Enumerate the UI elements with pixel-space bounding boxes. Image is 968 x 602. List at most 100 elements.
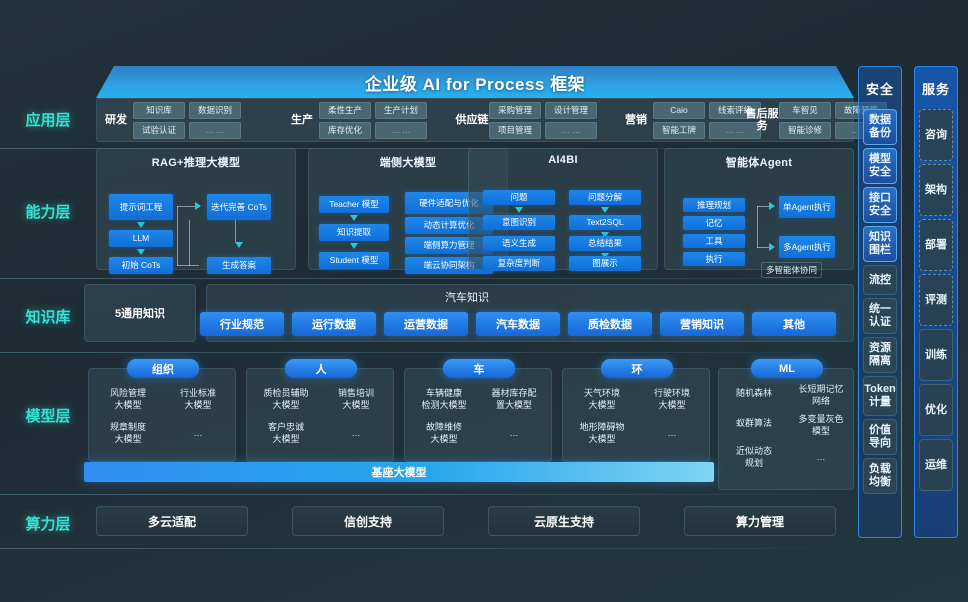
security-item[interactable]: 数据备份 [863,109,897,145]
knowledge-item[interactable]: 行业规范 [200,312,284,336]
security-item[interactable]: 资源隔离 [863,337,897,373]
knowledge-item[interactable]: 运行数据 [292,312,376,336]
app-chip[interactable]: Caio [653,101,705,119]
security-item[interactable]: Token计量 [863,376,897,416]
cap-node[interactable]: 迭代完善 CoTs [207,194,271,220]
cap-node[interactable]: 总结结果 [569,236,641,251]
cap-node[interactable]: LLM [109,230,173,247]
service-item[interactable]: 咨询 [919,109,953,161]
app-chip[interactable]: 数据识别 [189,101,241,119]
security-item[interactable]: 知识围栏 [863,226,897,262]
service-item[interactable]: 部署 [919,219,953,271]
model-cell[interactable]: 多变量灰色 模型 [798,414,844,436]
cap-node[interactable]: Text2SQL [569,215,641,230]
app-chip-more[interactable]: … … [545,121,597,139]
app-chip[interactable]: 库存优化 [319,121,371,139]
model-cell-more[interactable]: … [509,428,519,438]
model-group-tab[interactable]: 车 [443,359,515,378]
cap-node[interactable]: 工具 [683,234,745,248]
cap-node[interactable]: Teacher 模型 [319,196,389,213]
model-cell[interactable]: 器材库存配 置大模型 [491,388,537,410]
app-group-rd[interactable]: 研发 知识库 试验认证 数据识别 … … [97,100,283,140]
model-cell[interactable]: 蚁群算法 [735,418,772,428]
cap-node[interactable]: 知识提取 [319,224,389,241]
model-group-tab[interactable]: 组织 [127,359,199,378]
model-cell-more[interactable]: … [667,428,677,438]
knowledge-item[interactable]: 营销知识 [660,312,744,336]
model-cell[interactable]: 规章制度 大模型 [109,422,146,444]
app-group-supply-chain[interactable]: 供应链 采购管理 项目管理 设计管理 … … [453,100,617,140]
security-item[interactable]: 价值导向 [863,419,897,455]
knowledge-item[interactable]: 运营数据 [384,312,468,336]
model-cell-more[interactable]: … [351,428,361,438]
compute-button-xinchuang[interactable]: 信创支持 [292,506,444,536]
model-cell[interactable]: 天气环境 大模型 [583,388,620,410]
cap-node[interactable]: 执行 [683,252,745,266]
knowledge-generic-box[interactable]: 5通用知识 [84,284,196,342]
service-item[interactable]: 优化 [919,384,953,436]
cap-node[interactable]: 意图识别 [483,215,555,230]
base-model-bar[interactable]: 基座大模型 [84,462,714,482]
cap-node[interactable]: 记忆 [683,216,745,230]
compute-button-cloudnative[interactable]: 云原生支持 [488,506,640,536]
service-item[interactable]: 架构 [919,164,953,216]
model-cell[interactable]: 行驶环境 大模型 [653,388,690,410]
app-chip[interactable]: 设计管理 [545,101,597,119]
service-item[interactable]: 运维 [919,439,953,491]
model-cell[interactable]: 销售培训 大模型 [337,388,374,410]
compute-button-management[interactable]: 算力管理 [684,506,836,536]
app-chip[interactable]: 试验认证 [133,121,185,139]
service-item[interactable]: 评测 [919,274,953,326]
model-cell-more[interactable]: … [193,428,203,438]
app-chip[interactable]: 柔性生产 [319,101,371,119]
cap-node[interactable]: 初始 CoTs [109,257,173,274]
cap-node[interactable]: 单Agent执行 [779,196,835,218]
model-cell[interactable]: 随机森林 [735,388,772,398]
model-cell[interactable]: 客户忠诚 大模型 [267,422,304,444]
app-group-after-sales[interactable]: 售后服务 车智见 智能诊修 故障预算 … … [743,100,887,140]
model-cell[interactable]: 近似动态 规划 [735,446,772,468]
cap-node[interactable]: 生成答案 [207,257,271,274]
model-cell-more[interactable]: … [816,452,826,462]
app-chip-more[interactable]: … … [375,121,427,139]
model-cell[interactable]: 质检员辅助 大模型 [263,388,309,410]
app-chip[interactable]: 项目管理 [489,121,541,139]
model-cell[interactable]: 风险管理 大模型 [109,388,146,410]
security-item[interactable]: 统一认证 [863,298,897,334]
cap-node[interactable]: 问题 [483,190,555,205]
security-item[interactable]: 负载均衡 [863,458,897,494]
app-chip-more[interactable]: … … [709,121,761,139]
app-group-production[interactable]: 生产 柔性生产 库存优化 生产计划 … … [283,100,453,140]
cap-node[interactable]: 复杂度判断 [483,256,555,271]
cap-node[interactable]: 多Agent执行 [779,236,835,258]
app-group-marketing[interactable]: 营销 Caio 智能工牌 线索评级 … … [617,100,761,140]
app-chip[interactable]: 知识库 [133,101,185,119]
model-cell[interactable]: 行业标准 大模型 [179,388,216,410]
security-item[interactable]: 流控 [863,265,897,295]
compute-button-multicloud[interactable]: 多云适配 [96,506,248,536]
model-cell[interactable]: 故障维修 大模型 [425,422,462,444]
cap-node[interactable]: 提示词工程 [109,194,173,220]
knowledge-item[interactable]: 其他 [752,312,836,336]
service-item[interactable]: 训练 [919,329,953,381]
model-cell[interactable]: 车辆健康 检测大模型 [421,388,467,410]
model-group-tab[interactable]: ML [751,359,823,378]
cap-node[interactable]: 推理规划 [683,198,745,212]
cap-node[interactable]: Student 模型 [319,252,389,269]
model-group-tab[interactable]: 人 [285,359,357,378]
model-cell[interactable]: 长短期记忆 网络 [798,384,844,406]
model-group-tab[interactable]: 环 [601,359,673,378]
app-chip[interactable]: 智能工牌 [653,121,705,139]
app-chip[interactable]: 采购管理 [489,101,541,119]
cap-node[interactable]: 图展示 [569,256,641,271]
app-chip[interactable]: 生产计划 [375,101,427,119]
app-chip[interactable]: 车智见 [779,101,831,119]
security-item[interactable]: 模型安全 [863,148,897,184]
app-chip[interactable]: 线索评级 [709,101,761,119]
model-cell[interactable]: 地形障碍物 大模型 [579,422,625,444]
app-chip[interactable]: 智能诊修 [779,121,831,139]
knowledge-item[interactable]: 质检数据 [568,312,652,336]
security-item[interactable]: 接口安全 [863,187,897,223]
cap-node[interactable]: 问题分解 [569,190,641,205]
knowledge-item[interactable]: 汽车数据 [476,312,560,336]
